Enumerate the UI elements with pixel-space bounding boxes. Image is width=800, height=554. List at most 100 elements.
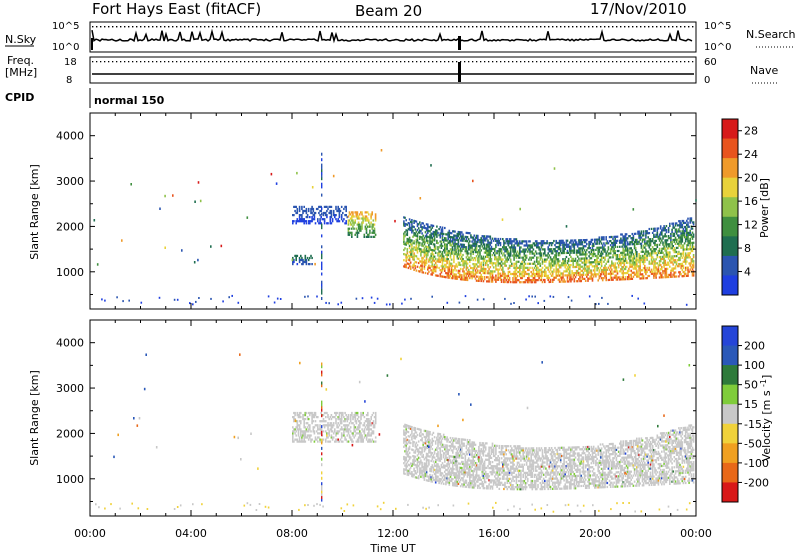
echo-cell (502, 258, 504, 261)
echo-cell (483, 239, 486, 242)
echo-cell (416, 458, 419, 461)
echo-cell (581, 265, 584, 268)
echo-cell (636, 259, 638, 262)
echo-cell (497, 258, 499, 261)
echo-cell (331, 426, 334, 429)
echo-cell (631, 232, 634, 236)
echo-cell (409, 433, 412, 436)
echo-cell (305, 422, 308, 425)
echo-cell (536, 279, 538, 282)
echo-cell (622, 266, 624, 269)
echo-cell (273, 301, 276, 304)
echo-cell (293, 420, 295, 423)
echo-cell (335, 420, 337, 423)
nave-dot (200, 61, 202, 63)
echo-cell (650, 256, 653, 259)
echo-cell (349, 217, 352, 220)
echo-cell (458, 255, 461, 258)
echo-cell (466, 258, 469, 261)
echo-cell (673, 249, 676, 252)
nave-dot (472, 61, 474, 63)
echo-cell (656, 268, 659, 271)
echo-cell (621, 251, 623, 254)
echo-cell (562, 276, 564, 279)
echo-cell (586, 261, 588, 264)
echo-cell (603, 238, 605, 241)
echo-cell (463, 270, 465, 273)
echo-cell (567, 260, 570, 263)
echo-cell (663, 255, 665, 258)
echo-cell (480, 265, 482, 268)
echo-cell (360, 225, 362, 228)
echo-cell (220, 244, 223, 248)
echo-cell (459, 251, 462, 254)
nsearch-dot (256, 26, 258, 28)
echo-cell (462, 264, 464, 267)
echo-cell (363, 217, 366, 220)
nave-dot (648, 61, 650, 63)
echo-cell (338, 414, 341, 417)
echo-cell (354, 418, 357, 421)
echo-cell (363, 416, 366, 419)
echo-cell (525, 256, 528, 259)
echo-cell (588, 245, 590, 248)
echo-cell (420, 223, 422, 226)
echo-cell (374, 416, 377, 419)
echo-cell (609, 252, 612, 255)
echo-cell (489, 247, 492, 250)
echo-cell (331, 416, 334, 419)
echo-cell (495, 252, 497, 255)
echo-cell (667, 245, 670, 248)
echo-cell (327, 436, 329, 439)
echo-cell (300, 411, 302, 415)
echo-cell (628, 235, 630, 238)
echo-cell (405, 462, 407, 466)
echo-cell (576, 271, 579, 275)
echo-cell (297, 424, 300, 427)
echo-cell (457, 233, 460, 236)
echo-cell (424, 249, 427, 252)
echo-cell (407, 455, 410, 458)
echo-cell (521, 240, 523, 243)
echo-cell (472, 273, 474, 276)
echo-cell (497, 264, 499, 267)
echo-cell (666, 251, 669, 254)
echo-cell (524, 250, 527, 253)
echo-cell (536, 272, 538, 276)
echo-cell (365, 428, 368, 431)
echo-cell (419, 471, 421, 474)
echo-cell (496, 260, 498, 263)
echo-cell (492, 266, 495, 269)
echo-cell (441, 269, 444, 272)
echo-cell (555, 258, 557, 261)
echo-cell (356, 235, 359, 238)
echo-cell (326, 205, 328, 208)
nave-dot (280, 61, 282, 63)
echo-cell (421, 439, 423, 442)
echo-cell (466, 266, 469, 269)
echo-cell (328, 430, 330, 433)
echo-cell (427, 446, 429, 449)
echo-cell (612, 272, 614, 275)
echo-cell (509, 246, 512, 249)
echo-cell (553, 270, 555, 273)
echo-cell (421, 269, 423, 272)
echo-cell (329, 205, 332, 208)
echo-cell (673, 261, 676, 264)
echo-cell (672, 234, 674, 237)
echo-cell (629, 261, 631, 264)
echo-cell (456, 238, 459, 242)
echo-cell (616, 262, 619, 265)
echo-cell (413, 221, 415, 224)
echo-cell (515, 266, 518, 269)
echo-cell (405, 233, 407, 236)
echo-cell (620, 239, 622, 242)
echo-cell (337, 218, 339, 221)
echo-cell (366, 225, 369, 228)
echo-cell (408, 445, 411, 448)
echo-cell (632, 238, 635, 242)
echo-cell (659, 255, 662, 259)
echo-cell (653, 227, 655, 230)
echo-cell (296, 263, 299, 266)
echo-cell (455, 269, 457, 272)
